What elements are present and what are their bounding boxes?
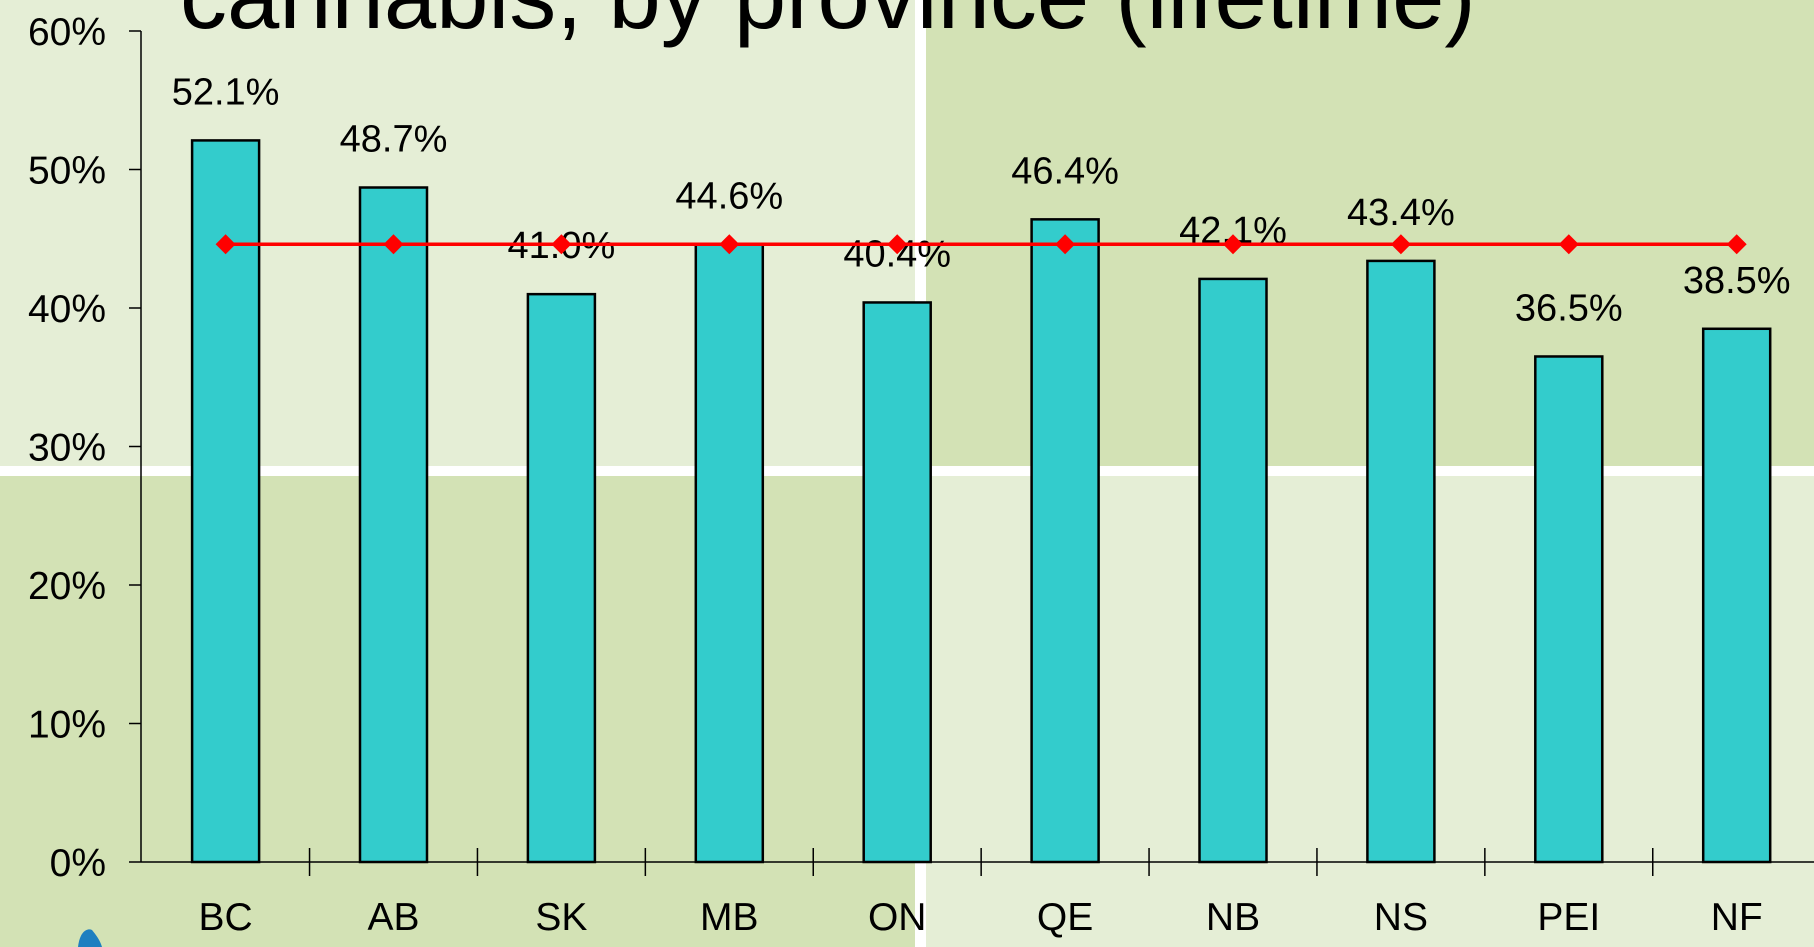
bar bbox=[1534, 355, 1604, 864]
bar bbox=[1366, 259, 1436, 864]
chart-title: cannabis, by province (lifetime) bbox=[180, 0, 1476, 48]
value-label: 48.7% bbox=[340, 119, 448, 161]
value-label: 38.5% bbox=[1683, 260, 1791, 302]
x-tick-label: BC bbox=[199, 896, 253, 939]
y-tick-label: 0% bbox=[50, 842, 106, 885]
logo bbox=[78, 929, 102, 947]
x-tick-label: MB bbox=[700, 896, 759, 939]
bar bbox=[190, 139, 261, 864]
marker bbox=[1055, 234, 1076, 255]
bar bbox=[1198, 277, 1268, 864]
bar bbox=[1030, 218, 1100, 864]
x-tick-label: SK bbox=[535, 896, 587, 939]
bar bbox=[358, 186, 429, 864]
y-tick-label: 10% bbox=[28, 704, 106, 747]
y-tick-label: 20% bbox=[28, 565, 106, 608]
x-tick-label: NF bbox=[1711, 896, 1763, 939]
x-tick-label: AB bbox=[367, 896, 419, 939]
bar bbox=[1701, 327, 1772, 864]
marker bbox=[551, 234, 572, 255]
marker bbox=[1726, 234, 1747, 255]
x-tick-label: NS bbox=[1374, 896, 1428, 939]
value-label: 44.6% bbox=[675, 175, 783, 217]
y-tick-label: 40% bbox=[28, 288, 106, 331]
y-tick-label: 50% bbox=[28, 150, 106, 193]
value-label: 36.5% bbox=[1515, 287, 1623, 329]
marker bbox=[719, 234, 740, 255]
x-tick-label: PEI bbox=[1537, 896, 1600, 939]
bar bbox=[694, 243, 765, 864]
marker bbox=[1558, 234, 1579, 255]
marker bbox=[1223, 234, 1243, 255]
marker bbox=[1390, 234, 1411, 255]
marker bbox=[887, 234, 908, 255]
x-tick-label: ON bbox=[868, 896, 927, 939]
value-label: 43.4% bbox=[1347, 192, 1455, 234]
value-label: 52.1% bbox=[172, 71, 280, 113]
marker bbox=[383, 234, 404, 255]
marker bbox=[215, 234, 236, 255]
bar bbox=[862, 301, 932, 864]
value-label: 46.4% bbox=[1011, 150, 1119, 192]
y-tick-label: 30% bbox=[28, 427, 106, 470]
y-tick-label: 60% bbox=[28, 11, 106, 54]
background bbox=[0, 0, 922, 471]
background bbox=[0, 471, 922, 947]
x-tick-label: QE bbox=[1037, 896, 1093, 939]
bar bbox=[526, 292, 597, 864]
x-tick-label: NB bbox=[1206, 896, 1260, 939]
